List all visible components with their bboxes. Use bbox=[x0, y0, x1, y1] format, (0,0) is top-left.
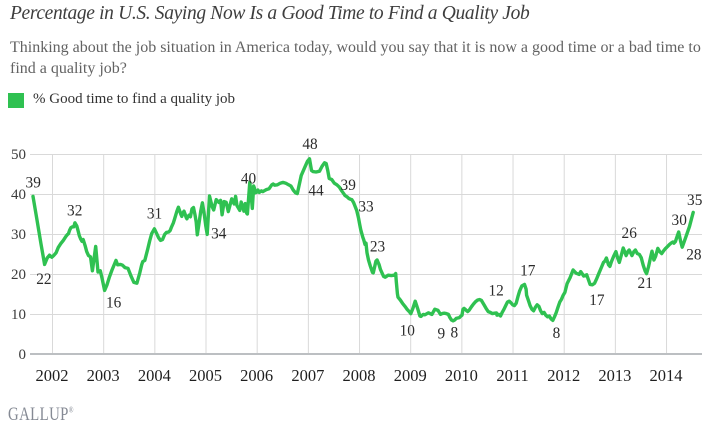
svg-text:10: 10 bbox=[11, 307, 26, 323]
svg-text:33: 33 bbox=[358, 198, 374, 215]
svg-text:2006: 2006 bbox=[240, 366, 273, 385]
svg-text:39: 39 bbox=[341, 177, 357, 194]
svg-text:8: 8 bbox=[553, 325, 561, 342]
svg-text:2008: 2008 bbox=[343, 366, 376, 385]
svg-text:30: 30 bbox=[672, 212, 688, 229]
svg-text:40: 40 bbox=[241, 171, 257, 188]
svg-text:0: 0 bbox=[19, 347, 27, 363]
svg-text:2012: 2012 bbox=[547, 366, 580, 385]
svg-text:20: 20 bbox=[11, 267, 26, 283]
svg-text:2004: 2004 bbox=[138, 366, 171, 385]
svg-text:2011: 2011 bbox=[496, 366, 528, 385]
svg-text:22: 22 bbox=[36, 271, 51, 288]
svg-text:10: 10 bbox=[400, 323, 416, 340]
svg-text:17: 17 bbox=[520, 263, 536, 280]
svg-text:2013: 2013 bbox=[598, 366, 631, 385]
svg-text:28: 28 bbox=[686, 246, 702, 263]
svg-text:34: 34 bbox=[211, 225, 227, 242]
svg-text:2014: 2014 bbox=[650, 366, 683, 385]
svg-text:48: 48 bbox=[302, 136, 318, 153]
svg-text:31: 31 bbox=[147, 206, 162, 223]
svg-text:2010: 2010 bbox=[445, 366, 478, 385]
svg-text:40: 40 bbox=[11, 187, 26, 203]
svg-text:35: 35 bbox=[687, 192, 703, 209]
svg-text:26: 26 bbox=[622, 225, 638, 242]
svg-text:8: 8 bbox=[450, 325, 458, 342]
svg-text:2005: 2005 bbox=[189, 366, 222, 385]
svg-text:2007: 2007 bbox=[291, 366, 324, 385]
svg-text:2003: 2003 bbox=[87, 366, 120, 385]
svg-text:2009: 2009 bbox=[394, 366, 427, 385]
svg-text:2002: 2002 bbox=[36, 366, 69, 385]
svg-text:44: 44 bbox=[308, 182, 324, 199]
svg-text:16: 16 bbox=[106, 295, 122, 312]
svg-text:21: 21 bbox=[638, 275, 653, 292]
svg-text:17: 17 bbox=[589, 292, 605, 309]
svg-text:12: 12 bbox=[488, 283, 503, 300]
svg-text:50: 50 bbox=[11, 147, 26, 163]
svg-text:23: 23 bbox=[370, 239, 386, 256]
svg-text:39: 39 bbox=[26, 175, 42, 192]
svg-text:9: 9 bbox=[437, 326, 445, 343]
svg-text:32: 32 bbox=[67, 203, 82, 220]
svg-text:30: 30 bbox=[11, 227, 26, 243]
